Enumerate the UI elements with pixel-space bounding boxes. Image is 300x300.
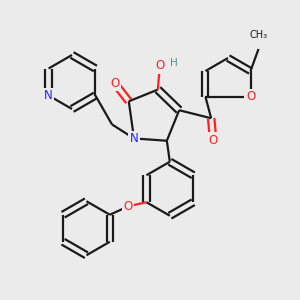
Text: O: O — [246, 91, 255, 103]
Text: N: N — [44, 89, 53, 102]
Text: H: H — [170, 58, 178, 68]
Text: N: N — [130, 132, 138, 145]
Text: O: O — [155, 59, 164, 72]
Text: O: O — [124, 200, 133, 213]
Text: CH₃: CH₃ — [250, 30, 268, 40]
Text: O: O — [208, 134, 218, 147]
Text: O: O — [110, 77, 119, 90]
